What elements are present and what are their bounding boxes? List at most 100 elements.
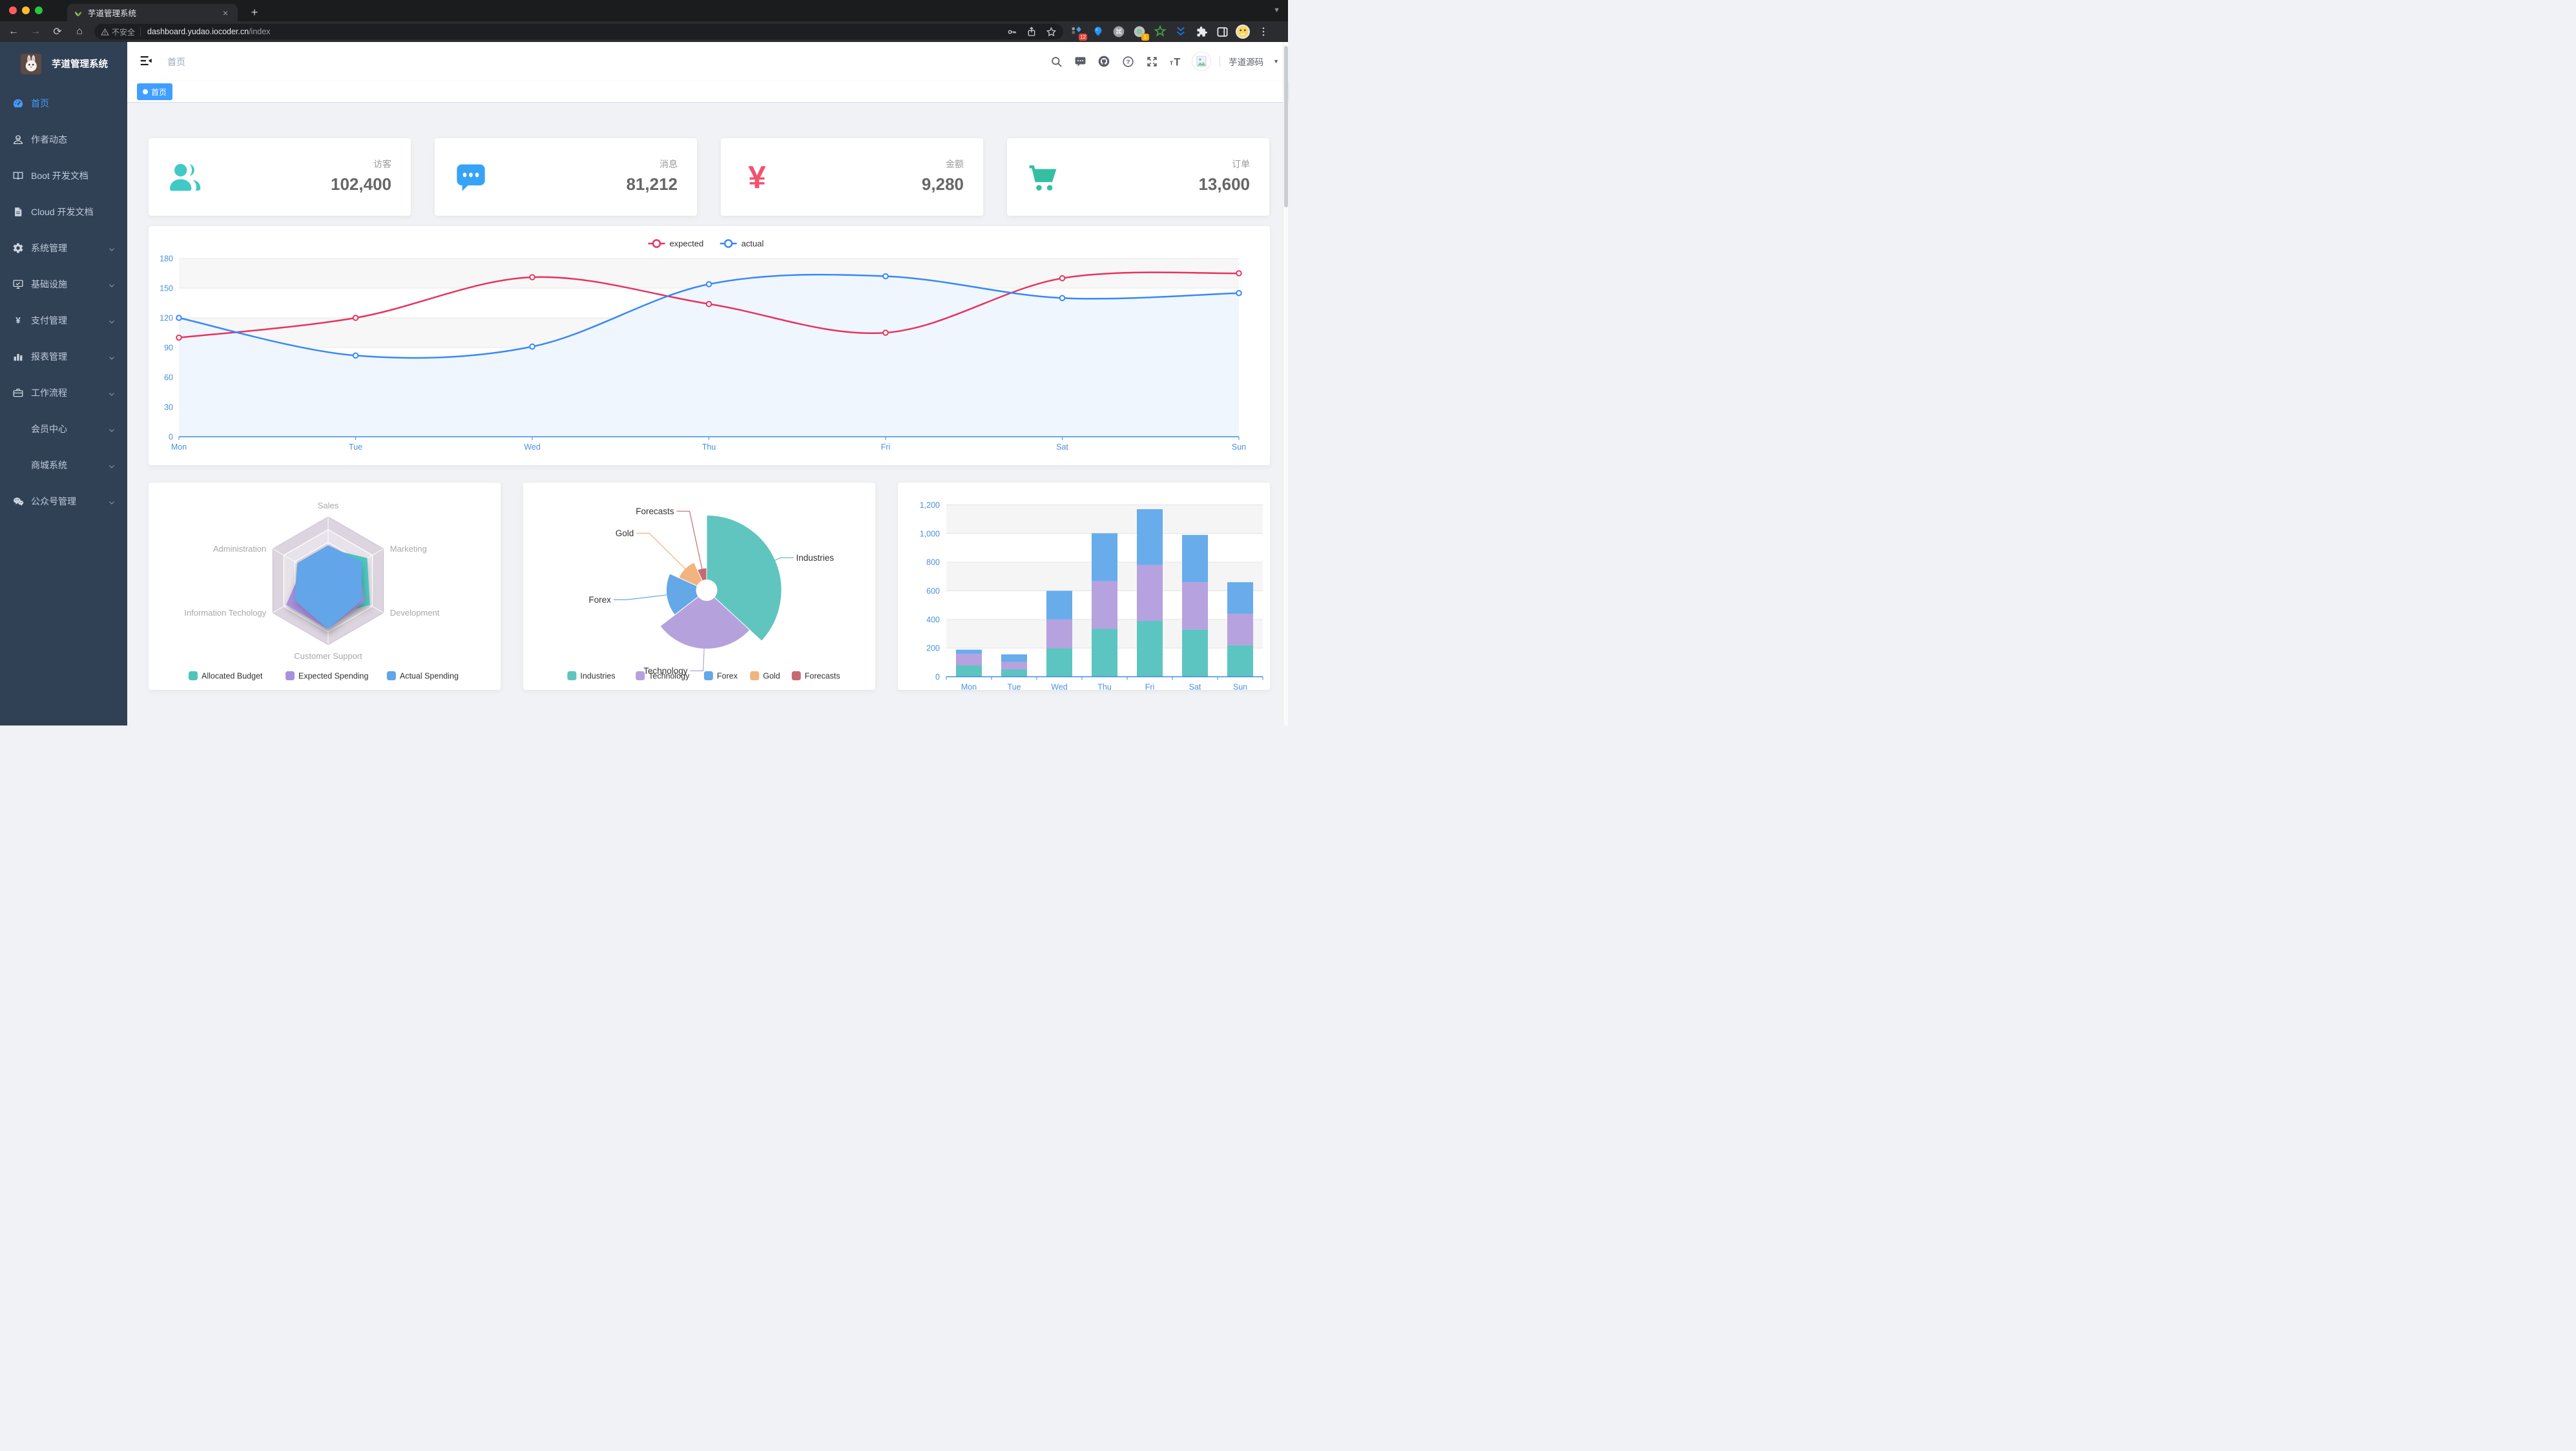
pie-legend-Forex[interactable]: Forex xyxy=(703,671,738,681)
line-legend-actual[interactable]: actual xyxy=(720,239,764,249)
stat-card-label: 消息 xyxy=(660,159,678,169)
sidebar-item-payment[interactable]: ¥ 支付管理 xyxy=(0,302,127,339)
profile-avatar-icon[interactable] xyxy=(1235,24,1251,39)
pie-slice-Forex xyxy=(665,573,699,616)
pie-legend-Industries[interactable]: Industries xyxy=(567,671,616,681)
radar-axis-label: Administration xyxy=(213,544,266,554)
svg-text:200: 200 xyxy=(926,644,940,653)
stat-card-label: 访客 xyxy=(373,159,391,169)
menu-dots-icon[interactable] xyxy=(1256,24,1271,39)
user-name[interactable]: 芋道源码 xyxy=(1229,57,1264,67)
ext-chevrons-icon[interactable] xyxy=(1173,24,1189,39)
user-avatar[interactable] xyxy=(1192,52,1212,71)
bar-segment-Thu-2 xyxy=(1092,533,1117,581)
hamburger-fold-icon[interactable] xyxy=(139,54,154,69)
chevron-down-icon xyxy=(108,426,116,436)
bar-segment-Wed-1 xyxy=(1046,619,1072,649)
sidebar-item-boot-docs[interactable]: Boot 开发文档 xyxy=(0,158,127,194)
bar-segment-Mon-1 xyxy=(956,654,982,665)
people-icon xyxy=(10,132,26,147)
back-button[interactable]: ← xyxy=(8,26,19,37)
radar-legend-Allocated Budget[interactable]: Allocated Budget xyxy=(189,671,263,681)
stat-card-label: 订单 xyxy=(1232,159,1250,169)
user-caret-icon[interactable]: ▼ xyxy=(1273,58,1279,65)
sidebar-item-system[interactable]: 系统管理 xyxy=(0,230,127,266)
svg-text:800: 800 xyxy=(926,558,940,567)
svg-text:0: 0 xyxy=(169,433,173,442)
pie-slice-Industries xyxy=(706,514,782,642)
fullscreen-icon[interactable] xyxy=(1144,54,1159,69)
breadcrumb[interactable]: 首页 xyxy=(167,57,185,67)
zoom-window-button[interactable] xyxy=(35,6,43,14)
sidebar-item-home[interactable]: 首页 xyxy=(0,85,127,121)
close-window-button[interactable] xyxy=(9,6,17,14)
url-path: /index xyxy=(249,27,271,36)
svg-text:60: 60 xyxy=(164,373,173,382)
browser-tab[interactable]: 芋道管理系统 × xyxy=(67,4,238,21)
tag-home[interactable]: 首页 xyxy=(137,83,173,100)
ext-grid-diamond-icon[interactable]: 12 xyxy=(1070,24,1087,41)
document-icon xyxy=(10,204,26,220)
ext-star-green-icon[interactable] xyxy=(1152,24,1168,39)
sidebar-item-author[interactable]: 作者动态 xyxy=(0,121,127,158)
sidebar-item-report[interactable]: 报表管理 xyxy=(0,339,127,375)
book-icon xyxy=(10,168,26,183)
bookmark-star-icon[interactable] xyxy=(1046,26,1057,37)
svg-text:?: ? xyxy=(1126,58,1130,65)
tab-title: 芋道管理系统 xyxy=(88,9,137,18)
sidebar-item-workflow[interactable]: 工作流程 xyxy=(0,375,127,411)
pie-legend-Technology[interactable]: Technology xyxy=(636,671,690,681)
github-icon[interactable] xyxy=(1096,54,1112,69)
radar-legend-Actual Spending[interactable]: Actual Spending xyxy=(386,671,459,681)
help-icon[interactable]: ? xyxy=(1120,54,1136,69)
ext-record-icon[interactable]: 1 xyxy=(1132,24,1149,41)
url-host: dashboard.yudao.iocoder.cn xyxy=(147,27,249,36)
pie-legend-Gold[interactable]: Gold xyxy=(750,671,780,681)
ext-command-icon[interactable]: ⌘ xyxy=(1111,24,1127,39)
bar-segment-Wed-0 xyxy=(1046,648,1072,677)
puzzle-icon[interactable] xyxy=(1194,24,1209,39)
new-tab-button[interactable]: + xyxy=(251,6,258,19)
forward-button[interactable]: → xyxy=(30,26,41,37)
search-icon[interactable] xyxy=(1048,54,1064,69)
address-bar[interactable]: 不安全 dashboard.yudao.iocoder.cn /index xyxy=(94,24,1063,39)
bar-segment-Fri-0 xyxy=(1137,621,1163,677)
stat-card-visitors[interactable]: 访客 102,400 xyxy=(149,138,411,216)
reload-button[interactable]: ⟳ xyxy=(53,26,62,37)
ext-balloon-icon[interactable] xyxy=(1090,24,1106,39)
stat-card-orders[interactable]: 订单 13,600 xyxy=(1007,138,1269,216)
message-icon[interactable] xyxy=(1072,54,1088,69)
security-label[interactable]: 不安全 xyxy=(112,27,136,37)
minimize-window-button[interactable] xyxy=(22,6,30,14)
tab-close-icon[interactable]: × xyxy=(222,7,229,18)
sidebar-item-label: 首页 xyxy=(31,98,49,109)
scrollbar-thumb[interactable] xyxy=(1284,46,1288,207)
tabstrip-chevron-icon[interactable]: ▼ xyxy=(1273,6,1280,14)
sidebar-item-member[interactable]: 会员中心 xyxy=(0,411,127,447)
share-icon[interactable] xyxy=(1026,26,1037,37)
sidebar-logo[interactable]: 芋道管理系统 xyxy=(0,42,127,85)
sidebar-item-infra[interactable]: 基础设施 xyxy=(0,266,127,302)
pie-legend-Forecasts[interactable]: Forecasts xyxy=(791,671,840,681)
sidebar-item-cloud-docs[interactable]: Cloud 开发文档 xyxy=(0,194,127,230)
home-button[interactable]: ⌂ xyxy=(76,26,83,37)
bar-segment-Sat-2 xyxy=(1182,535,1208,583)
radar-axis-label: Development xyxy=(390,608,440,618)
password-key-icon[interactable] xyxy=(1006,26,1017,37)
sidebar-item-label: Cloud 开发文档 xyxy=(31,207,94,217)
sidebar-item-wechat-mp[interactable]: 公众号管理 xyxy=(0,483,127,519)
svg-text:120: 120 xyxy=(160,314,173,323)
orders-bar-chart-panel: Mon Tue Wed Thu Fri Sat Sun 0 200 400 600 800 1,000 1… xyxy=(898,483,1270,690)
ext-panel-icon[interactable] xyxy=(1214,24,1230,39)
page-scrollbar[interactable] xyxy=(1283,42,1288,725)
pie-chart: Industries Technology Forex Gold Forecasts In… xyxy=(567,506,840,681)
tag-label: 首页 xyxy=(151,87,167,97)
svg-text:Thu: Thu xyxy=(1097,683,1112,691)
stat-card-messages[interactable]: 消息 81,212 xyxy=(435,138,697,216)
security-warning-icon[interactable] xyxy=(101,28,109,36)
sidebar-item-mall[interactable]: 商城系统 xyxy=(0,447,127,483)
stat-card-money[interactable]: ¥ 金额 9,280 xyxy=(721,138,983,216)
radar-legend-Expected Spending[interactable]: Expected Spending xyxy=(286,671,368,681)
line-legend-expected[interactable]: expected xyxy=(648,239,703,249)
